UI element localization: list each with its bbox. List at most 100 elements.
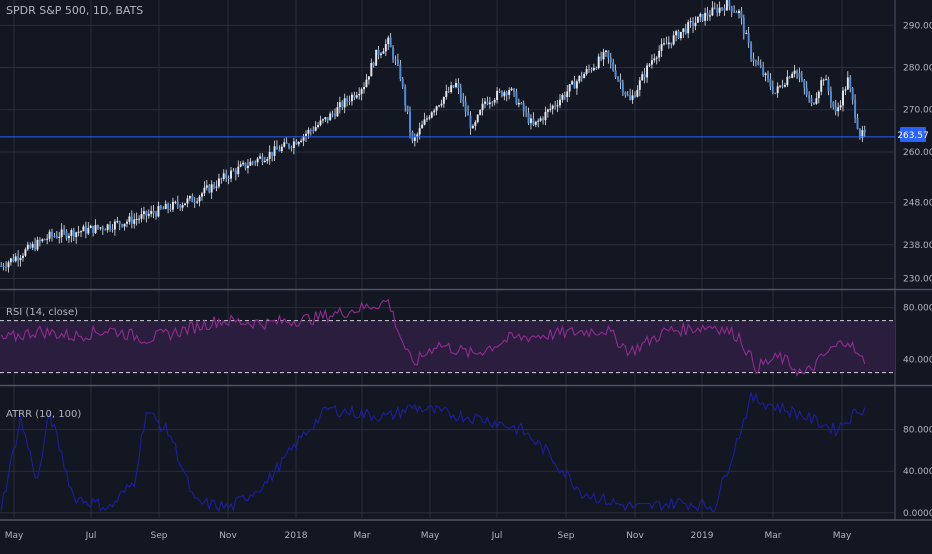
candle-body (445, 91, 448, 97)
candle-body (425, 118, 428, 120)
candle-body (256, 158, 259, 163)
candle-body (457, 83, 460, 89)
candle-body (660, 44, 663, 51)
candle-body (150, 211, 153, 214)
candle-body (631, 95, 634, 100)
candle-body (575, 81, 578, 89)
candle-body (740, 10, 743, 18)
candle-body (2, 265, 5, 268)
candle-body (694, 22, 697, 27)
candle-body (837, 107, 840, 112)
candle-body (421, 124, 424, 129)
candle-body (738, 10, 740, 14)
candle-body (713, 7, 716, 9)
candle-body (70, 230, 73, 236)
candle-body (759, 64, 762, 68)
candle-body (844, 89, 847, 91)
candle-body (372, 62, 375, 66)
candle-body (162, 208, 165, 210)
candle-body (704, 12, 707, 21)
candle-body (653, 58, 656, 61)
candle-body (856, 118, 859, 129)
candle-body (87, 227, 90, 234)
candle-body (442, 96, 445, 104)
candle-body (764, 73, 767, 76)
candle-body (396, 59, 399, 65)
rsi-title: RSI (14, close) (6, 307, 78, 318)
candle-body (735, 11, 738, 14)
candle-body (810, 98, 813, 103)
candle-body (796, 70, 799, 73)
candle-body (145, 211, 148, 216)
candle-body (723, 8, 726, 11)
candle-body (464, 101, 467, 112)
candle-body (167, 203, 170, 209)
candle-body (80, 231, 83, 233)
candle-body (89, 225, 92, 228)
candle-body (791, 73, 794, 78)
candle-body (484, 101, 486, 104)
price-y-tick-label: 260.00 (903, 148, 932, 158)
candle-body (193, 202, 196, 204)
candle-body (399, 64, 402, 80)
candle-body (779, 85, 782, 87)
candle-body (498, 90, 501, 92)
candle-body (242, 162, 245, 165)
candle-body (249, 161, 252, 166)
candle-body (583, 73, 586, 79)
candle-body (266, 158, 269, 161)
candle-body (38, 239, 41, 242)
candle-body (679, 31, 682, 39)
candle-body (808, 94, 811, 99)
candle-body (817, 91, 820, 99)
candle-body (718, 7, 721, 13)
candle-body (118, 221, 121, 225)
x-tick-label: May (833, 531, 852, 541)
candle-body (805, 87, 808, 95)
candle-body (503, 92, 506, 97)
price-y-tick-label: 248.00 (903, 199, 932, 209)
candle-body (128, 216, 131, 222)
candle-body (203, 187, 206, 194)
candle-body (517, 103, 520, 105)
candle-body (34, 243, 37, 250)
candle-body (667, 42, 670, 45)
candle-body (665, 43, 668, 45)
candle-body (861, 130, 864, 138)
candle-body (75, 232, 78, 238)
candle-body (672, 35, 675, 45)
candle-body (641, 74, 644, 81)
candle-body (711, 7, 714, 16)
candle-body (745, 33, 748, 35)
candle-body (130, 216, 133, 224)
candle-body (9, 258, 12, 263)
candle-body (341, 102, 344, 108)
candle-body (237, 166, 240, 175)
candle-body (346, 98, 349, 102)
candle-body (771, 86, 774, 93)
candle-body (687, 22, 690, 34)
candle-body (217, 178, 220, 187)
candle-body (307, 129, 310, 134)
candle-body (29, 244, 32, 248)
candle-body (663, 43, 665, 45)
rsi-band (0, 320, 895, 374)
candle-body (384, 44, 387, 52)
candle-body (5, 267, 8, 269)
candle-body (191, 196, 194, 203)
candle-body (382, 51, 385, 54)
candle-body (798, 72, 801, 78)
price-y-tick-label: 238.00 (903, 241, 932, 251)
candle-body (184, 203, 187, 206)
candle-body (43, 239, 46, 241)
candle-body (767, 73, 769, 79)
candle-body (728, 0, 731, 7)
candle-body (46, 238, 49, 240)
candle-body (781, 85, 784, 87)
candle-body (696, 16, 699, 23)
candle-body (675, 31, 678, 36)
candle-body (849, 77, 852, 89)
candle-body (404, 86, 407, 106)
